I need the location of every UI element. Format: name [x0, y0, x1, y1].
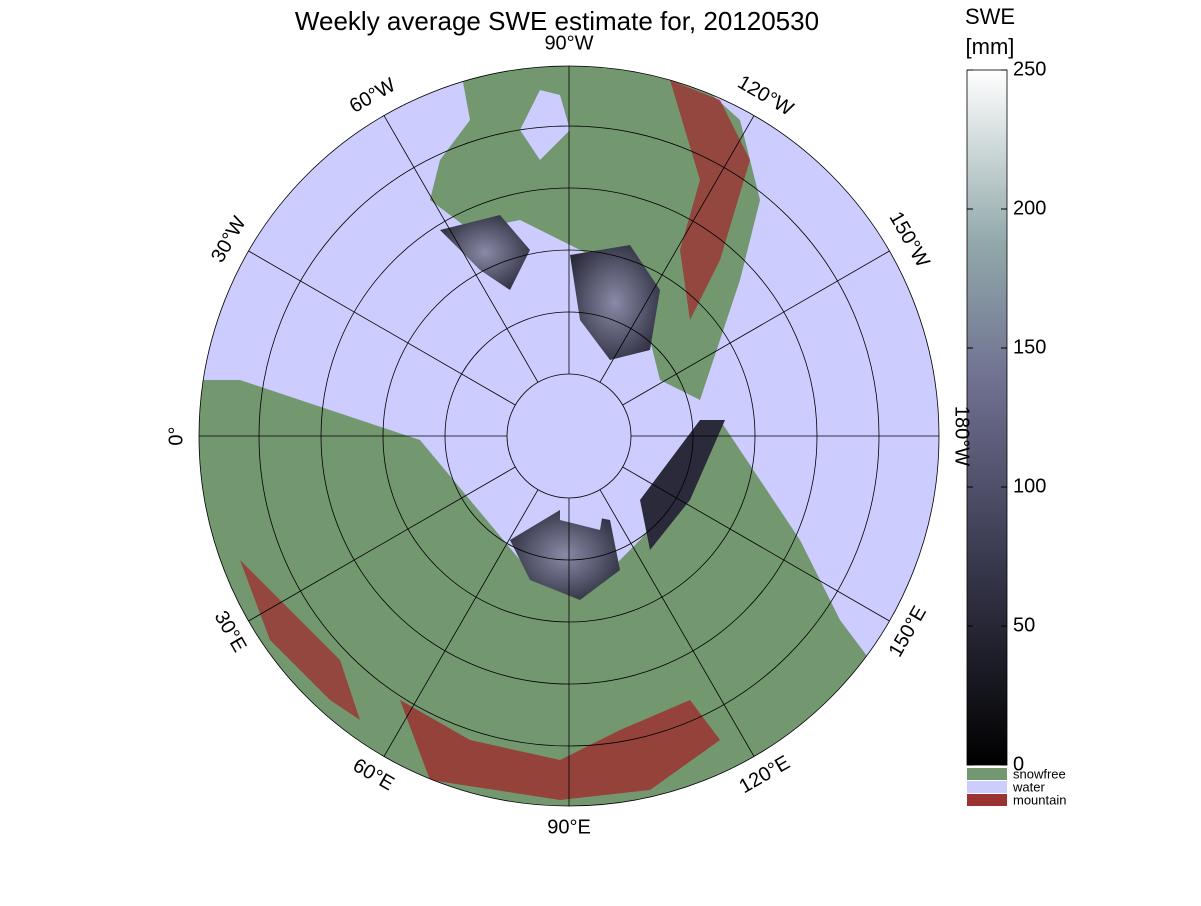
eurasia — [199, 380, 900, 806]
longitude-label: 90°W — [544, 32, 593, 54]
colorbar-label: [mm] — [966, 34, 1015, 59]
legend-swatch — [967, 794, 1007, 806]
longitude-label: 0° — [165, 426, 187, 445]
longitude-label: 30°E — [210, 607, 251, 656]
meridian — [599, 115, 755, 383]
meridian — [599, 489, 755, 757]
colorbar — [966, 69, 1008, 766]
graticule — [198, 65, 940, 807]
mountains-rockies — [670, 80, 750, 320]
meridian — [248, 466, 516, 622]
colorbar-tick-label: 50 — [1013, 614, 1035, 636]
mountains-asia — [400, 700, 720, 800]
snow-canada — [440, 215, 530, 290]
colorbar-tick-label: 0 — [1013, 753, 1024, 775]
longitude-label: 90°E — [547, 816, 591, 838]
snow-archipelago — [570, 245, 660, 360]
colorbar-tick-label: 100 — [1013, 475, 1046, 497]
hudson-bay — [520, 90, 570, 160]
meridian — [622, 250, 890, 406]
meridian — [383, 489, 539, 757]
colorbar-tick-label: 150 — [1013, 336, 1046, 358]
legend-swatch — [967, 768, 1007, 780]
north-america — [430, 66, 760, 400]
meridian — [248, 250, 516, 406]
meridian — [383, 115, 539, 383]
legend-label: water — [1012, 779, 1045, 794]
legend-swatch — [967, 781, 1007, 793]
mountains-europe — [240, 560, 360, 720]
map-title: Weekly average SWE estimate for, 2012053… — [295, 6, 819, 36]
longitude-label: 180°W — [951, 406, 973, 466]
snow-siberia — [510, 510, 620, 600]
longitude-label: 60°E — [349, 754, 398, 795]
colorbar-tick-label: 200 — [1013, 197, 1046, 219]
legend-label: mountain — [1013, 792, 1066, 807]
colorbar-label: SWE — [965, 4, 1015, 29]
legend-label: snowfree — [1013, 766, 1066, 781]
meridian — [622, 466, 890, 622]
pole-hole — [507, 374, 631, 498]
colorbar-tick-label: 250 — [1013, 58, 1046, 80]
